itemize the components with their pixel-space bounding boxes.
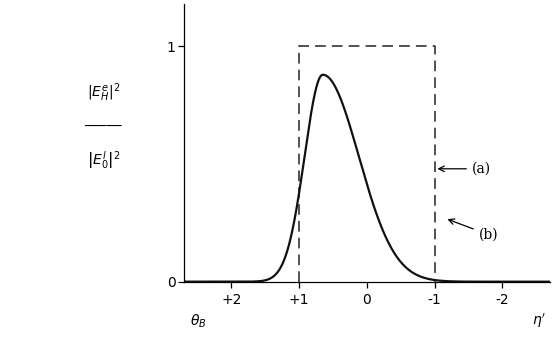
Text: (b): (b) (449, 219, 498, 242)
Text: $\left|E_0^l\right|^2$: $\left|E_0^l\right|^2$ (86, 149, 120, 170)
Text: $\eta'$: $\eta'$ (532, 312, 546, 331)
Text: $\theta_B$: $\theta_B$ (190, 312, 207, 330)
Text: $\left|E_H^e\right|^2$: $\left|E_H^e\right|^2$ (86, 82, 120, 104)
Text: (a): (a) (439, 162, 491, 176)
Text: ─────: ───── (85, 120, 122, 133)
